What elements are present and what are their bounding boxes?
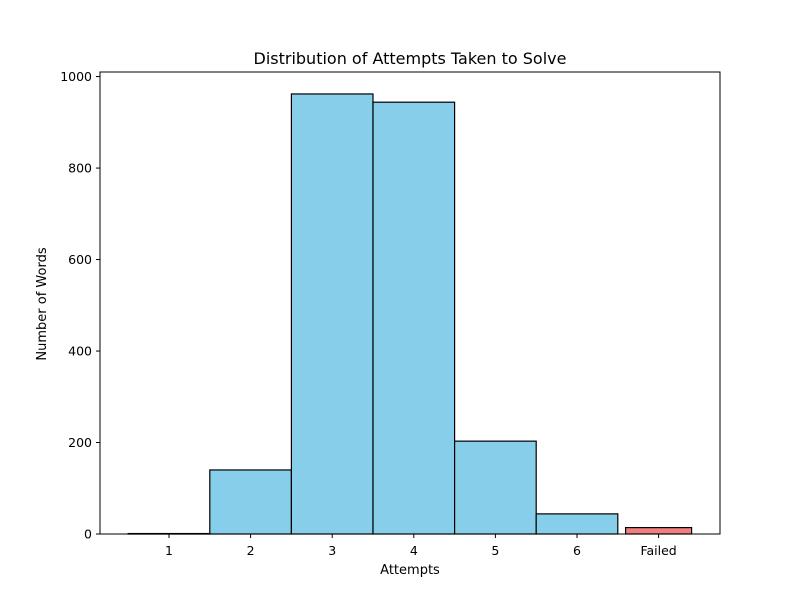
x-tick-label: 4	[410, 543, 418, 558]
x-tick-label: 1	[165, 543, 173, 558]
x-tick-label: Failed	[640, 543, 676, 558]
x-tick-label: 5	[491, 543, 499, 558]
x-tick-label: 2	[247, 543, 255, 558]
axes-layer: 1 2 3 4 5 6 Failed 0 200 400 600 800 1000	[60, 69, 721, 558]
y-tick-label: 1000	[60, 69, 92, 84]
x-tick-label: 3	[328, 543, 336, 558]
chart-title: Distribution of Attempts Taken to Solve	[254, 49, 567, 68]
bar-3	[290, 93, 374, 535]
y-axis-label: Number of Words	[35, 247, 50, 360]
y-tick-label: 800	[68, 161, 92, 176]
bar-2	[209, 469, 293, 535]
bars-layer	[127, 93, 693, 535]
plot-frame	[99, 71, 721, 535]
y-tick-label: 600	[68, 252, 92, 267]
y-tick-label: 400	[68, 344, 92, 359]
bar-6	[535, 513, 619, 535]
bar-5	[454, 440, 537, 535]
x-axis-label: Attempts	[380, 563, 440, 578]
y-tick-label: 0	[84, 527, 92, 542]
bar-4	[372, 101, 456, 535]
y-tick-label: 200	[68, 435, 92, 450]
bar-failed	[624, 526, 693, 535]
x-tick-label: 6	[573, 543, 581, 558]
